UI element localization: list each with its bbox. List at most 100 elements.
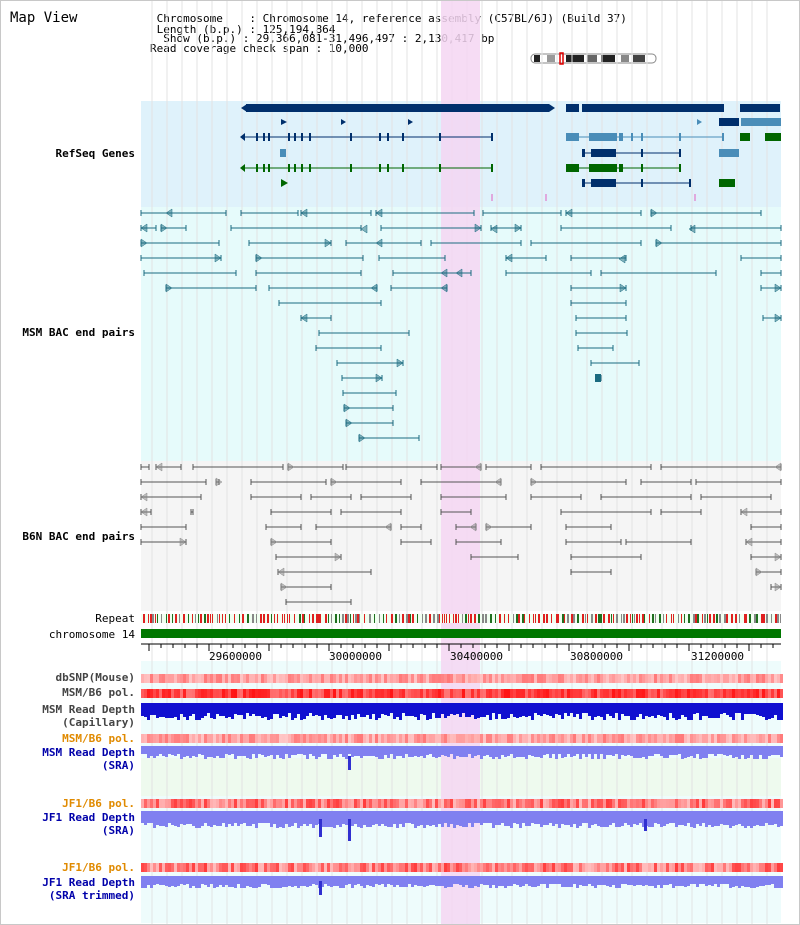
msm-capillary-depth-bar	[636, 703, 639, 717]
msm-b6-pol-heat-cell	[750, 689, 753, 698]
msm-b6-pol-heat-cell	[192, 734, 195, 743]
jf1-sra-depth-bar	[201, 811, 204, 826]
msm-b6-pol-heat-cell	[264, 734, 267, 743]
jf1-b6-pol-heat-cell	[447, 863, 450, 872]
gene-exon	[294, 133, 296, 141]
jf1-b6-pol-heat-cell	[582, 799, 585, 808]
msm-b6-pol-heat-cell	[720, 734, 723, 743]
msm-b6-pol-heat-cell	[462, 734, 465, 743]
jf1-sra-depth-bar	[312, 811, 315, 828]
msm-sra-depth-bar	[399, 746, 402, 756]
jf1-trimmed-depth-bar	[312, 876, 315, 884]
bac-end-marker	[396, 358, 404, 368]
msm-capillary-depth-bar	[738, 703, 741, 713]
msm-capillary-depth-bar	[321, 703, 324, 720]
msm-b6-pol-heat-cell	[678, 689, 681, 698]
msm-sra-depth-bar	[447, 746, 450, 757]
msm-capillary-depth-bar	[696, 703, 699, 713]
msm-sra-depth-bar	[225, 746, 228, 754]
repeat-element	[339, 614, 340, 623]
msm-b6-pol-heat-cell	[498, 734, 501, 743]
msm-b6-pol-heat-cell	[207, 734, 210, 743]
repeat-element	[357, 614, 359, 623]
repeat-element	[608, 614, 610, 623]
jf1-sra-depth-bar	[651, 811, 654, 827]
dbsnp-heat-cell	[513, 674, 516, 683]
jf1-sra-depth-bar	[675, 811, 678, 827]
jf1-trimmed-depth-bar	[537, 876, 540, 886]
dbsnp-heat-cell	[432, 674, 435, 683]
jf1-b6-pol-heat-cell	[537, 863, 540, 872]
bac-end-marker	[440, 268, 448, 278]
dbsnp-heat-cell	[360, 674, 363, 683]
msm-sra-depth-bar	[222, 746, 225, 758]
chromosome-bar	[141, 629, 781, 638]
msm-capillary-depth-bar	[213, 703, 216, 719]
msm-sra-depth-bar	[177, 746, 180, 754]
gene-exon	[268, 164, 270, 172]
jf1-trimmed-depth-bar	[603, 876, 606, 885]
dbsnp-heat-cell	[528, 674, 531, 683]
msm-sra-depth-bar	[732, 746, 735, 758]
msm-b6-pol-heat-cell	[600, 734, 603, 743]
jf1-sra-depth-bar	[459, 811, 462, 826]
jf1-b6-pol-heat-cell	[648, 799, 651, 808]
dbsnp-heat-cell	[195, 674, 198, 683]
dbsnp-heat-cell	[456, 674, 459, 683]
repeat-element	[383, 614, 384, 623]
msm-b6-pol-heat-cell	[174, 734, 177, 743]
dbsnp-heat-cell	[288, 674, 291, 683]
msm-sra-depth-bar	[564, 746, 567, 757]
jf1-b6-pol-heat-cell	[585, 799, 588, 808]
jf1-sra-depth-bar	[171, 811, 174, 825]
msm-b6-pol-heat-cell	[426, 689, 429, 698]
dbsnp-heat-cell	[198, 674, 201, 683]
jf1-b6-pol-heat-cell	[351, 799, 354, 808]
jf1-trimmed-depth-bar	[660, 876, 663, 888]
msm-b6-pol-heat-cell	[582, 734, 585, 743]
msm-sra-depth-bar	[639, 746, 642, 758]
jf1-b6-pol-heat-cell	[543, 863, 546, 872]
jf1-sra-depth-bar	[630, 811, 633, 827]
msm-capillary-depth-bar	[444, 703, 447, 718]
msm-sra-depth-bar	[756, 746, 759, 759]
bac-end-marker	[360, 224, 368, 234]
dbsnp-heat-cell	[678, 674, 681, 683]
view-title: Map View	[10, 10, 78, 26]
repeat-element	[649, 614, 650, 623]
msm-sra-depth-bar	[510, 746, 513, 754]
repeat-element	[468, 614, 469, 623]
dbsnp-heat-cell	[297, 674, 300, 683]
msm-b6-pol-heat-cell	[351, 689, 354, 698]
msm-b6-pol-heat-cell	[747, 734, 750, 743]
gene-exon	[689, 179, 691, 187]
dbsnp-heat-cell	[702, 674, 705, 683]
msm-b6-pol-heat-cell	[738, 689, 741, 698]
msm-sra-depth-bar	[582, 746, 585, 754]
msm-b6-pol-heat-cell	[384, 689, 387, 698]
jf1-b6-pol-heat-cell	[159, 863, 162, 872]
msm-b6-pol-heat-cell	[561, 734, 564, 743]
dbsnp-heat-cell	[591, 674, 594, 683]
dbsnp-heat-cell	[423, 674, 426, 683]
dbsnp-heat-cell	[369, 674, 372, 683]
msm-b6-pol-heat-cell	[777, 734, 780, 743]
msm-b6-pol-heat-cell	[774, 734, 777, 743]
msm-b6-pol-label-2: MSM/B6 pol.	[62, 732, 135, 745]
dbsnp-heat-cell	[603, 674, 606, 683]
msm-b6-pol-heat-cell	[294, 689, 297, 698]
jf1-trimmed-depth-bar	[420, 876, 423, 886]
msm-sra-depth-bar	[381, 746, 384, 759]
jf1-b6-pol-heat-cell	[432, 799, 435, 808]
jf1-sra-depth-bar	[291, 811, 294, 826]
msm-sra-depth-bar	[738, 746, 741, 759]
jf1-trimmed-depth-bar	[249, 876, 252, 887]
jf1-b6-pol-heat-cell	[255, 799, 258, 808]
jf1-b6-pol-heat-cell	[246, 863, 249, 872]
repeat-element	[771, 614, 772, 623]
refseq-gene	[566, 104, 579, 112]
msm-b6-pol-heat-cell	[228, 734, 231, 743]
msm-b6-pol-heat-cell	[231, 689, 234, 698]
bac-end-marker	[370, 283, 378, 293]
